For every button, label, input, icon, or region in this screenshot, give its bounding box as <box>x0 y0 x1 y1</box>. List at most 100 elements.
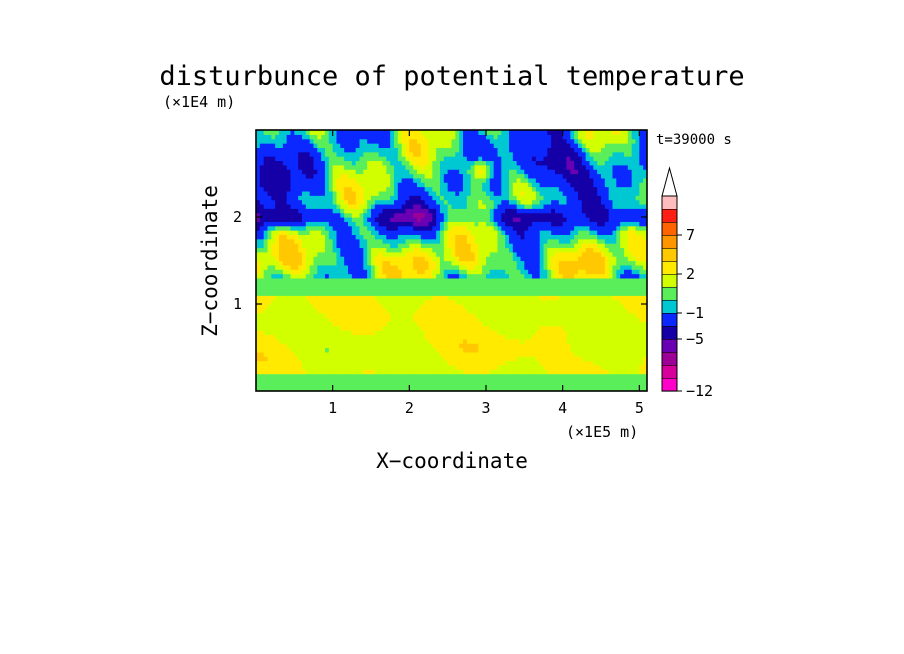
heatmap-cell <box>286 169 292 175</box>
heatmap-cell <box>305 312 311 318</box>
heatmap-cell <box>321 169 326 175</box>
heatmap-cell <box>325 347 330 353</box>
heatmap-cell <box>390 182 395 188</box>
heatmap-cell <box>367 373 372 379</box>
heatmap-cell <box>332 243 338 249</box>
heatmap-cell <box>505 243 510 249</box>
heatmap-cell <box>286 286 292 292</box>
heatmap-cell <box>374 230 380 235</box>
heatmap-cell <box>532 234 537 240</box>
heatmap-cell <box>451 256 456 262</box>
heatmap-cell <box>409 351 414 357</box>
heatmap-cell <box>566 221 571 227</box>
heatmap-cell <box>470 317 476 322</box>
heatmap-cell <box>528 217 533 222</box>
heatmap-cell <box>417 221 422 227</box>
heatmap-cell <box>351 338 357 344</box>
heatmap-cell <box>351 247 357 253</box>
heatmap-cell <box>348 160 353 166</box>
heatmap-cell <box>505 156 510 162</box>
heatmap-cell <box>332 238 338 244</box>
heatmap-cell <box>371 273 376 279</box>
heatmap-cell <box>443 221 449 227</box>
heatmap-cell <box>267 334 272 340</box>
heatmap-cell <box>551 230 556 235</box>
heatmap-cell <box>401 256 407 262</box>
heatmap-cell <box>486 199 491 205</box>
heatmap-cell <box>486 330 491 336</box>
heatmap-cell <box>451 330 456 336</box>
heatmap-cell <box>409 304 414 309</box>
heatmap-cell <box>382 156 387 162</box>
heatmap-cell <box>451 364 456 370</box>
heatmap-cell <box>340 177 345 183</box>
heatmap-cell <box>512 308 518 314</box>
heatmap-cell <box>279 308 284 314</box>
heatmap-cell <box>455 247 460 253</box>
heatmap-cell <box>489 286 495 292</box>
heatmap-cell <box>294 343 299 349</box>
heatmap-cell <box>282 299 288 305</box>
heatmap-cell <box>417 190 422 196</box>
heatmap-cell <box>279 295 284 301</box>
heatmap-cell <box>493 134 499 140</box>
heatmap-cell <box>256 260 261 266</box>
heatmap-cell <box>535 164 541 170</box>
heatmap-cell <box>267 221 272 227</box>
heatmap-cell <box>275 304 280 309</box>
heatmap-cell <box>413 382 418 388</box>
heatmap-cell <box>413 134 418 140</box>
heatmap-cell <box>512 321 518 327</box>
heatmap-cell <box>332 364 338 370</box>
heatmap-cell <box>355 217 361 222</box>
heatmap-cell <box>302 186 307 192</box>
heatmap-cell <box>305 230 311 235</box>
heatmap-cell <box>443 373 449 379</box>
heatmap-cell <box>558 238 564 244</box>
heatmap-cell <box>328 225 334 231</box>
heatmap-cell <box>417 143 422 148</box>
heatmap-cell <box>497 130 502 135</box>
heatmap-cell <box>256 356 261 362</box>
heatmap-cell <box>340 186 345 192</box>
heatmap-cell <box>547 130 552 135</box>
heatmap-cell <box>493 377 499 383</box>
heatmap-cell <box>390 173 395 179</box>
heatmap-cell <box>528 212 533 218</box>
heatmap-cell <box>371 325 376 331</box>
heatmap-cell <box>282 282 288 288</box>
heatmap-cell <box>543 308 548 314</box>
heatmap-cell <box>532 360 537 366</box>
heatmap-cell <box>482 351 487 357</box>
heatmap-cell <box>497 299 502 305</box>
heatmap-cell <box>440 138 445 144</box>
heatmap-cell <box>501 317 506 322</box>
heatmap-cell <box>309 351 315 357</box>
heatmap-cell <box>455 286 460 292</box>
heatmap-cell <box>309 225 315 231</box>
heatmap-cell <box>562 190 568 196</box>
heatmap-cell <box>256 325 261 331</box>
heatmap-cell <box>428 173 433 179</box>
heatmap-cell <box>551 312 556 318</box>
heatmap-cell <box>497 230 502 235</box>
heatmap-cell <box>290 256 295 262</box>
heatmap-cell <box>474 330 479 336</box>
heatmap-cell <box>405 299 410 305</box>
heatmap-cell <box>451 369 456 375</box>
heatmap-cell <box>282 317 288 322</box>
heatmap-cell <box>558 151 564 157</box>
heatmap-cell <box>436 160 441 166</box>
heatmap-cell <box>470 260 476 266</box>
heatmap-cell <box>447 221 453 227</box>
heatmap-cell <box>547 247 552 253</box>
heatmap-cell <box>478 273 483 279</box>
heatmap-cell <box>547 299 552 305</box>
heatmap-cell <box>374 373 380 379</box>
heatmap-cell <box>451 317 456 322</box>
heatmap-cell <box>267 208 272 214</box>
heatmap-cell <box>302 295 307 301</box>
heatmap-cell <box>259 338 265 344</box>
heatmap-cell <box>570 369 575 375</box>
heatmap-cell <box>340 338 345 344</box>
